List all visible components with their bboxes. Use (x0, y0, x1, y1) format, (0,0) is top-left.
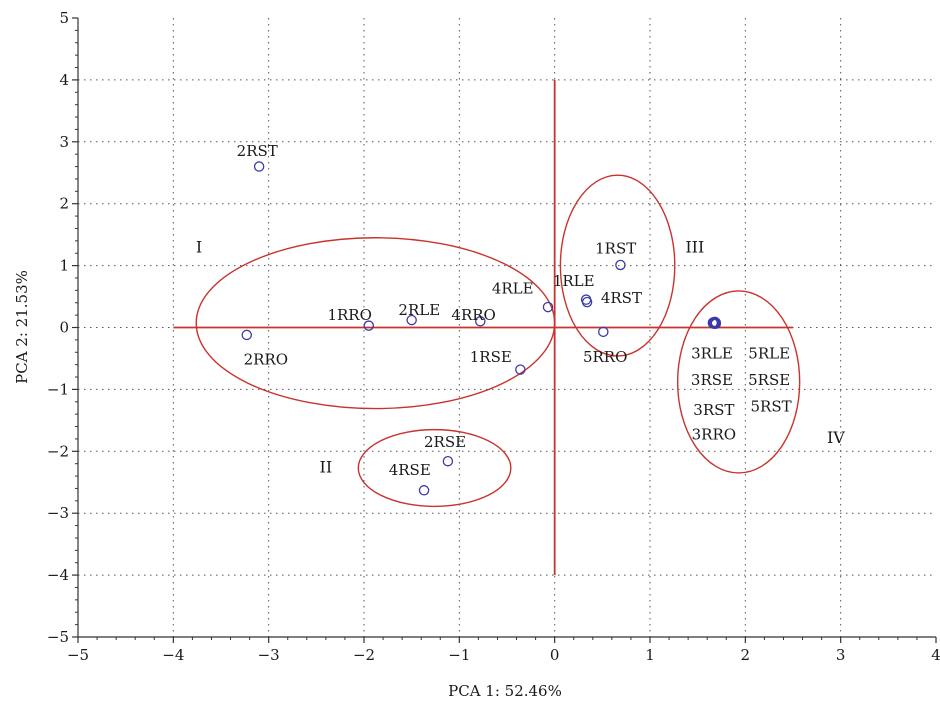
point-label: 4RLE (492, 280, 534, 298)
point-label: 3RSE (691, 371, 733, 389)
y-tick-label: 1 (59, 257, 69, 275)
point-label: 1RLE (553, 272, 595, 290)
y-tick-label: −3 (47, 504, 69, 522)
point-label: 5RLE (748, 344, 790, 362)
data-point (615, 259, 626, 271)
data-point (241, 329, 252, 341)
point-label: 3RST (693, 401, 734, 419)
region-label: I (196, 238, 202, 257)
data-point (418, 485, 430, 496)
x-tick-label: 4 (931, 646, 940, 664)
y-tick-label: −5 (47, 628, 69, 646)
data-point (515, 364, 526, 375)
y-tick-label: −4 (47, 566, 69, 584)
data-point (475, 316, 486, 327)
region-label: III (685, 238, 704, 257)
cluster-ellipse (676, 290, 801, 474)
cluster-ellipse (559, 174, 676, 357)
point-label: 1RRO (327, 306, 371, 324)
data-point (581, 296, 593, 308)
data-point (598, 326, 609, 338)
tick-labels-layer: −5 −4 −3 −2 −1 0 1 2 3 4 −5 −4 −3 −2 −1 0 1 2 3 4 5 (47, 9, 940, 664)
y-tick-label: 5 (59, 9, 69, 27)
x-tick-label: 1 (645, 646, 655, 664)
region-label: II (320, 457, 333, 476)
x-tick-label: −3 (258, 646, 280, 664)
cluster-ellipses-layer (195, 174, 801, 508)
point-label: 2RSE (424, 433, 466, 451)
y-tick-label: 2 (59, 195, 69, 213)
x-tick-label: −4 (162, 646, 184, 664)
point-label: 2RLE (398, 301, 440, 319)
x-axis-title: PCA 1: 52.46% (448, 682, 562, 700)
cluster-ellipse (357, 428, 512, 508)
data-point (253, 161, 265, 172)
point-label: 5RSE (748, 371, 790, 389)
data-point (442, 455, 454, 467)
point-label: 4RSE (389, 461, 431, 479)
x-tick-label: 3 (836, 646, 846, 664)
point-label: 1RSE (470, 348, 512, 366)
y-tick-label: −2 (47, 442, 69, 460)
data-points-layer (241, 161, 722, 496)
y-tick-label: 0 (59, 319, 69, 337)
point-label: 2RRO (244, 351, 288, 369)
axes-layer (72, 17, 937, 643)
x-tick-label: −2 (353, 646, 375, 664)
x-tick-label: −5 (67, 646, 89, 664)
point-label: 3RLE (691, 344, 733, 362)
point-label: 4RST (601, 289, 642, 307)
data-point (710, 318, 722, 330)
point-label: 5RST (751, 398, 792, 416)
point-label: 4RRO (451, 306, 495, 324)
data-point (363, 320, 375, 331)
point-label: 5RRO (583, 348, 627, 366)
x-tick-label: −1 (448, 646, 470, 664)
data-point (542, 301, 554, 313)
y-axis-title: PCA 2: 21.53% (13, 270, 31, 384)
point-label: 2RST (237, 142, 278, 160)
y-tick-label: −1 (47, 380, 69, 398)
x-tick-label: 2 (741, 646, 751, 664)
data-point (406, 314, 417, 326)
point-label: 1RST (595, 239, 636, 257)
cluster-ellipse (195, 237, 556, 410)
y-tick-label: 3 (59, 133, 69, 151)
point-labels-layer: 2RST 2RRO 1RRO 2RLE 4RRO 4RLE 1RSE 1RLE 4RST 1RST… (237, 142, 792, 479)
region-label: IV (827, 428, 845, 447)
y-tick-label: 4 (59, 71, 69, 89)
point-label: 3RRO (692, 426, 736, 444)
x-tick-label: 0 (550, 646, 560, 664)
